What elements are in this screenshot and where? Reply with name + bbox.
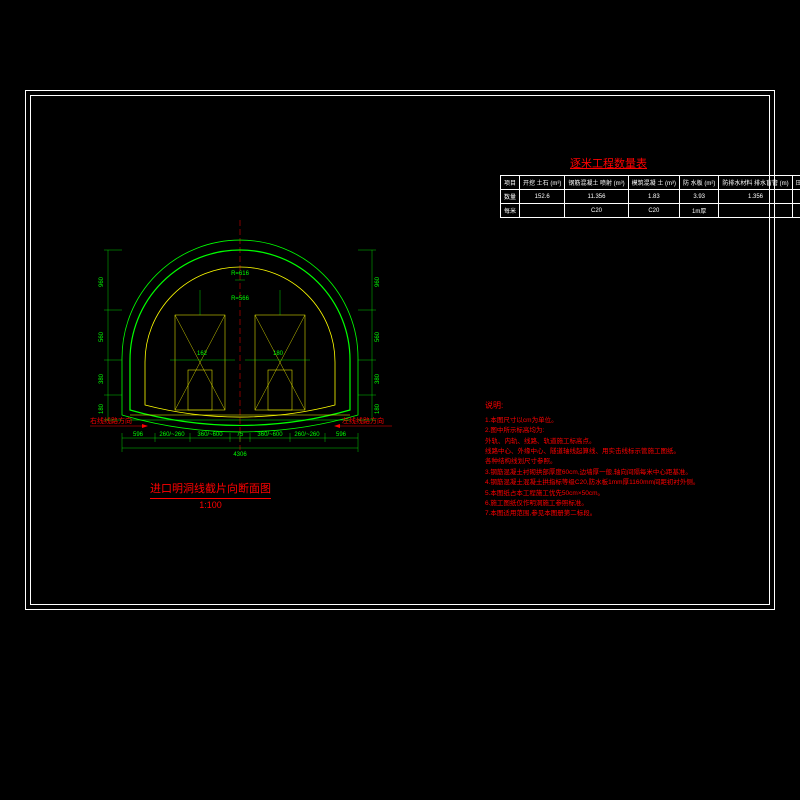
- note-line: 1.本图尺寸以cm为单位。: [485, 416, 699, 426]
- left-dim-chain: [104, 250, 122, 420]
- arrow-right: [334, 424, 340, 428]
- table-cell: 3.93: [680, 190, 719, 204]
- table-cell: 防排水材料 排水盲管 (m): [719, 176, 792, 190]
- dim-b0: 596: [133, 432, 144, 438]
- table-cell: [520, 204, 565, 218]
- dim-b3: 75: [237, 432, 244, 438]
- dim-r3: 180: [375, 403, 381, 414]
- table-cell: C20: [628, 204, 679, 218]
- arrow-left: [142, 424, 148, 428]
- dim-r2: 380: [375, 373, 381, 384]
- notes-block: 说明: 1.本图尺寸以cm为单位。 2.图中所示标高均为: 外轨、内轨、线路、轨…: [485, 400, 699, 520]
- tunnel-cross-section: 162 180 R=616 R=566 右线线路方向 左线线路方向 596 26…: [70, 220, 410, 500]
- clearance-left: [175, 315, 225, 410]
- dim-l1: 560: [99, 331, 105, 342]
- note-line: 各种结构线划尺寸参照。: [485, 457, 699, 467]
- dim-b2: 360/~600: [197, 432, 223, 438]
- right-dim-chain: [358, 250, 376, 420]
- label-right-track: 右线线路方向: [90, 416, 132, 425]
- dim-r0: 960: [375, 276, 381, 287]
- table-cell: 152.6: [520, 190, 565, 204]
- dim-b1: 260/~260: [159, 432, 185, 438]
- note-line: 外轨、内轨、线路、轨道施工标高点。: [485, 437, 699, 447]
- table-cell: 37.67: [792, 190, 800, 204]
- section-title-text: 进口明洞线截片向断面图: [150, 483, 271, 495]
- table-cell: 11.356: [565, 190, 628, 204]
- quantity-table-title: 逐米工程数量表: [570, 155, 647, 171]
- table-cell: 1.356: [719, 190, 792, 204]
- notes-title: 说明:: [485, 400, 699, 413]
- dim-b5: 260/~260: [294, 432, 320, 438]
- note-line: 6.施工图纸仅作明洞施工参照标准。: [485, 499, 699, 509]
- dim-r1: 560: [375, 331, 381, 342]
- section-title-scale: 1:100: [150, 498, 271, 510]
- note-line: 7.本图适用范围,参见本图册第二标段。: [485, 509, 699, 519]
- table-row: 数量 152.6 11.356 1.83 3.93 1.356 37.67: [501, 190, 800, 204]
- table-cell: 1m厚: [680, 204, 719, 218]
- quantity-table: 项目 开挖 土石 (m³) 钢筋混凝土 喷射 (m³) 模筑混凝 土 (m³) …: [500, 175, 800, 218]
- table-cell: 每延米: [792, 204, 800, 218]
- dim-internal-2: 180: [273, 351, 284, 357]
- dim-l3: 180: [99, 403, 105, 414]
- note-line: 4.钢筋混凝土混凝土拱指标等级C20,防水板1mm厚1160mm间距初衬外侧。: [485, 478, 699, 488]
- table-cell: C20: [565, 204, 628, 218]
- note-line: 2.图中所示标高均为:: [485, 426, 699, 436]
- table-row: 每米 C20 C20 1m厚 每延米: [501, 204, 800, 218]
- dim-internal-1: 162: [197, 351, 208, 357]
- table-cell: 1.83: [628, 190, 679, 204]
- dim-b6: 596: [336, 432, 347, 438]
- dim-btotal: 4306: [233, 452, 247, 458]
- table-cell: 开挖 土石 (m³): [520, 176, 565, 190]
- note-line: 5.本图纸占本工程施工优先50cm×50cm。: [485, 489, 699, 499]
- table-cell: [719, 204, 792, 218]
- note-line: 线路中心、外缘中心、隧道轴线起算线、用实击线标示管施工图纸。: [485, 447, 699, 457]
- dim-b4: 360/~600: [257, 432, 283, 438]
- table-cell: 压浆 注浆 (m): [792, 176, 800, 190]
- table-row: 项目 开挖 土石 (m³) 钢筋混凝土 喷射 (m³) 模筑混凝 土 (m³) …: [501, 176, 800, 190]
- dim-arch-inner: R=566: [231, 296, 250, 302]
- label-left-track: 左线线路方向: [342, 416, 384, 425]
- table-cell: 项目: [501, 176, 520, 190]
- note-line: 3.钢筋混凝土衬砌拱部厚度60cm,边墙厚一般,轴向间隔每米中心距基准。: [485, 468, 699, 478]
- table-cell: 每米: [501, 204, 520, 218]
- table-cell: 数量: [501, 190, 520, 204]
- table-cell: 防 水板 (m²): [680, 176, 719, 190]
- dim-l0: 960: [99, 276, 105, 287]
- clearance-right: [255, 315, 305, 410]
- table-cell: 钢筋混凝土 喷射 (m³): [565, 176, 628, 190]
- table-cell: 模筑混凝 土 (m³): [628, 176, 679, 190]
- drawing-canvas: 162 180 R=616 R=566 右线线路方向 左线线路方向 596 26…: [0, 0, 800, 800]
- dim-l2: 380: [99, 373, 105, 384]
- section-title: 进口明洞线截片向断面图 1:100: [150, 480, 271, 510]
- dim-arch-outer: R=616: [231, 271, 250, 277]
